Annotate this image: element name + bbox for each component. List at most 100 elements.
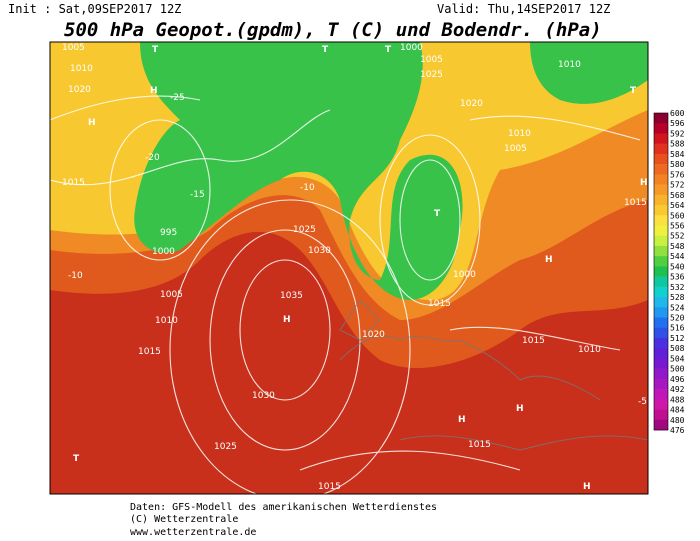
- colorbar-swatch: [654, 174, 668, 185]
- contour-label: 1015: [318, 482, 341, 492]
- colorbar-label: 488: [670, 395, 685, 404]
- contour-label: 1020: [460, 99, 483, 109]
- colorbar-swatch: [654, 307, 668, 318]
- colorbar-label: 512: [670, 334, 685, 343]
- coastlines: [339, 299, 648, 451]
- pressure-center: T: [152, 45, 159, 55]
- contour-label: 1015: [62, 178, 85, 188]
- colorbar-label: 588: [670, 140, 685, 149]
- contour-label: 1020: [68, 85, 91, 95]
- colorbar-swatch: [654, 266, 668, 277]
- colorbar-label: 568: [670, 191, 685, 200]
- contour-label: 1025: [293, 225, 316, 235]
- contour-label: 1005: [420, 55, 443, 65]
- colorbar-swatch: [654, 389, 668, 400]
- footer-line: (C) Wetterzentrale: [130, 514, 238, 525]
- colorbar-label: 576: [670, 170, 685, 179]
- colorbar-label: 528: [670, 293, 685, 302]
- valid-time: Valid: Thu,14SEP2017 12Z: [437, 2, 610, 16]
- contour-label: 1020: [362, 330, 385, 340]
- contour-label: 1010: [558, 60, 581, 70]
- colorbar-label: 552: [670, 232, 685, 241]
- pressure-center: H: [516, 404, 524, 414]
- colorbar-swatch: [654, 286, 668, 298]
- contour-label: -5: [638, 397, 647, 407]
- colorbar-label: 580: [670, 160, 685, 169]
- colorbar-swatch: [654, 194, 668, 206]
- contour-label: -10: [300, 183, 315, 193]
- contour-label: 995: [160, 228, 177, 238]
- contour-label: 1015: [468, 440, 491, 450]
- colorbar-swatch: [654, 235, 668, 247]
- colorbar-swatch: [654, 205, 668, 216]
- pressure-center: H: [583, 482, 591, 492]
- colorbar-label: 524: [670, 303, 685, 312]
- contour-label: 1015: [522, 336, 545, 346]
- contour-label: 1015: [624, 198, 647, 208]
- contour-label: 1000: [453, 270, 476, 280]
- colorbar-label: 532: [670, 283, 685, 292]
- contour-label: 1025: [420, 70, 443, 80]
- colorbar-swatch: [654, 215, 668, 226]
- colorbar-label: 480: [670, 416, 685, 425]
- colorbar-swatch: [654, 256, 668, 267]
- contour-label: 1015: [138, 347, 161, 357]
- colorbar-swatch: [654, 184, 668, 196]
- colorbar-swatch: [654, 358, 668, 369]
- contour-label: 1010: [70, 64, 93, 74]
- footer-line: Daten: GFS-Modell des amerikanischen Wet…: [130, 502, 437, 513]
- colorbar-label: 504: [670, 354, 685, 363]
- colorbar-label: 492: [670, 385, 685, 394]
- contour-label: 1005: [160, 290, 183, 300]
- contour-label: 1015: [428, 299, 451, 309]
- contour-label: 1005: [504, 144, 527, 154]
- pressure-center: T: [630, 86, 637, 96]
- contour-label: 1000: [152, 247, 175, 257]
- footer: Daten: GFS-Modell des amerikanischen Wet…: [130, 502, 437, 538]
- colorbar-swatch: [654, 164, 668, 175]
- colorbar-swatch: [654, 419, 668, 431]
- colorbar-swatch: [654, 123, 668, 134]
- colorbar-label: 496: [670, 375, 685, 384]
- colorbar-swatch: [654, 409, 668, 421]
- colorbar-swatch: [654, 348, 668, 359]
- colorbar-swatch: [654, 327, 668, 339]
- colorbar-label: 596: [670, 119, 685, 128]
- contour-label: 1010: [508, 129, 531, 139]
- pressure-center: H: [88, 118, 96, 128]
- colorbar-swatch: [654, 245, 668, 257]
- colorbar-label: 592: [670, 129, 685, 138]
- contour-label: 1005: [62, 43, 85, 53]
- colorbar-label: 500: [670, 365, 685, 374]
- colorbar-swatch: [654, 399, 668, 410]
- colorbar-label: 560: [670, 211, 685, 220]
- colorbar-label: 556: [670, 221, 685, 230]
- colorbar-label: 584: [670, 150, 685, 159]
- colorbar-label: 508: [670, 344, 685, 353]
- contour-label: 1030: [308, 246, 331, 256]
- colorbar-swatch: [654, 368, 668, 380]
- colorbar: 6005965925885845805765725685645605565525…: [653, 109, 685, 435]
- contour-label: 1030: [252, 391, 275, 401]
- colorbar-swatch: [654, 225, 668, 237]
- trough-green-east: [530, 42, 648, 104]
- contour-label: 1025: [214, 442, 237, 452]
- colorbar-label: 516: [670, 324, 685, 333]
- map-frame: [49, 41, 649, 495]
- pressure-center: H: [640, 178, 648, 188]
- contour-label: 1010: [578, 345, 601, 355]
- colorbar-label: 540: [670, 262, 685, 271]
- colorbar-swatch: [654, 276, 668, 288]
- colorbar-swatch: [654, 378, 668, 390]
- pressure-center: T: [385, 45, 392, 55]
- colorbar-label: 484: [670, 406, 685, 415]
- colorbar-label: 520: [670, 314, 685, 323]
- colorbar-label: 476: [670, 426, 685, 435]
- colorbar-label: 564: [670, 201, 685, 210]
- contour-label: -25: [170, 93, 185, 103]
- colorbar-label: 572: [670, 181, 685, 190]
- pressure-center: H: [283, 315, 291, 325]
- pressure-center: T: [322, 45, 329, 55]
- colorbar-swatch: [654, 153, 668, 165]
